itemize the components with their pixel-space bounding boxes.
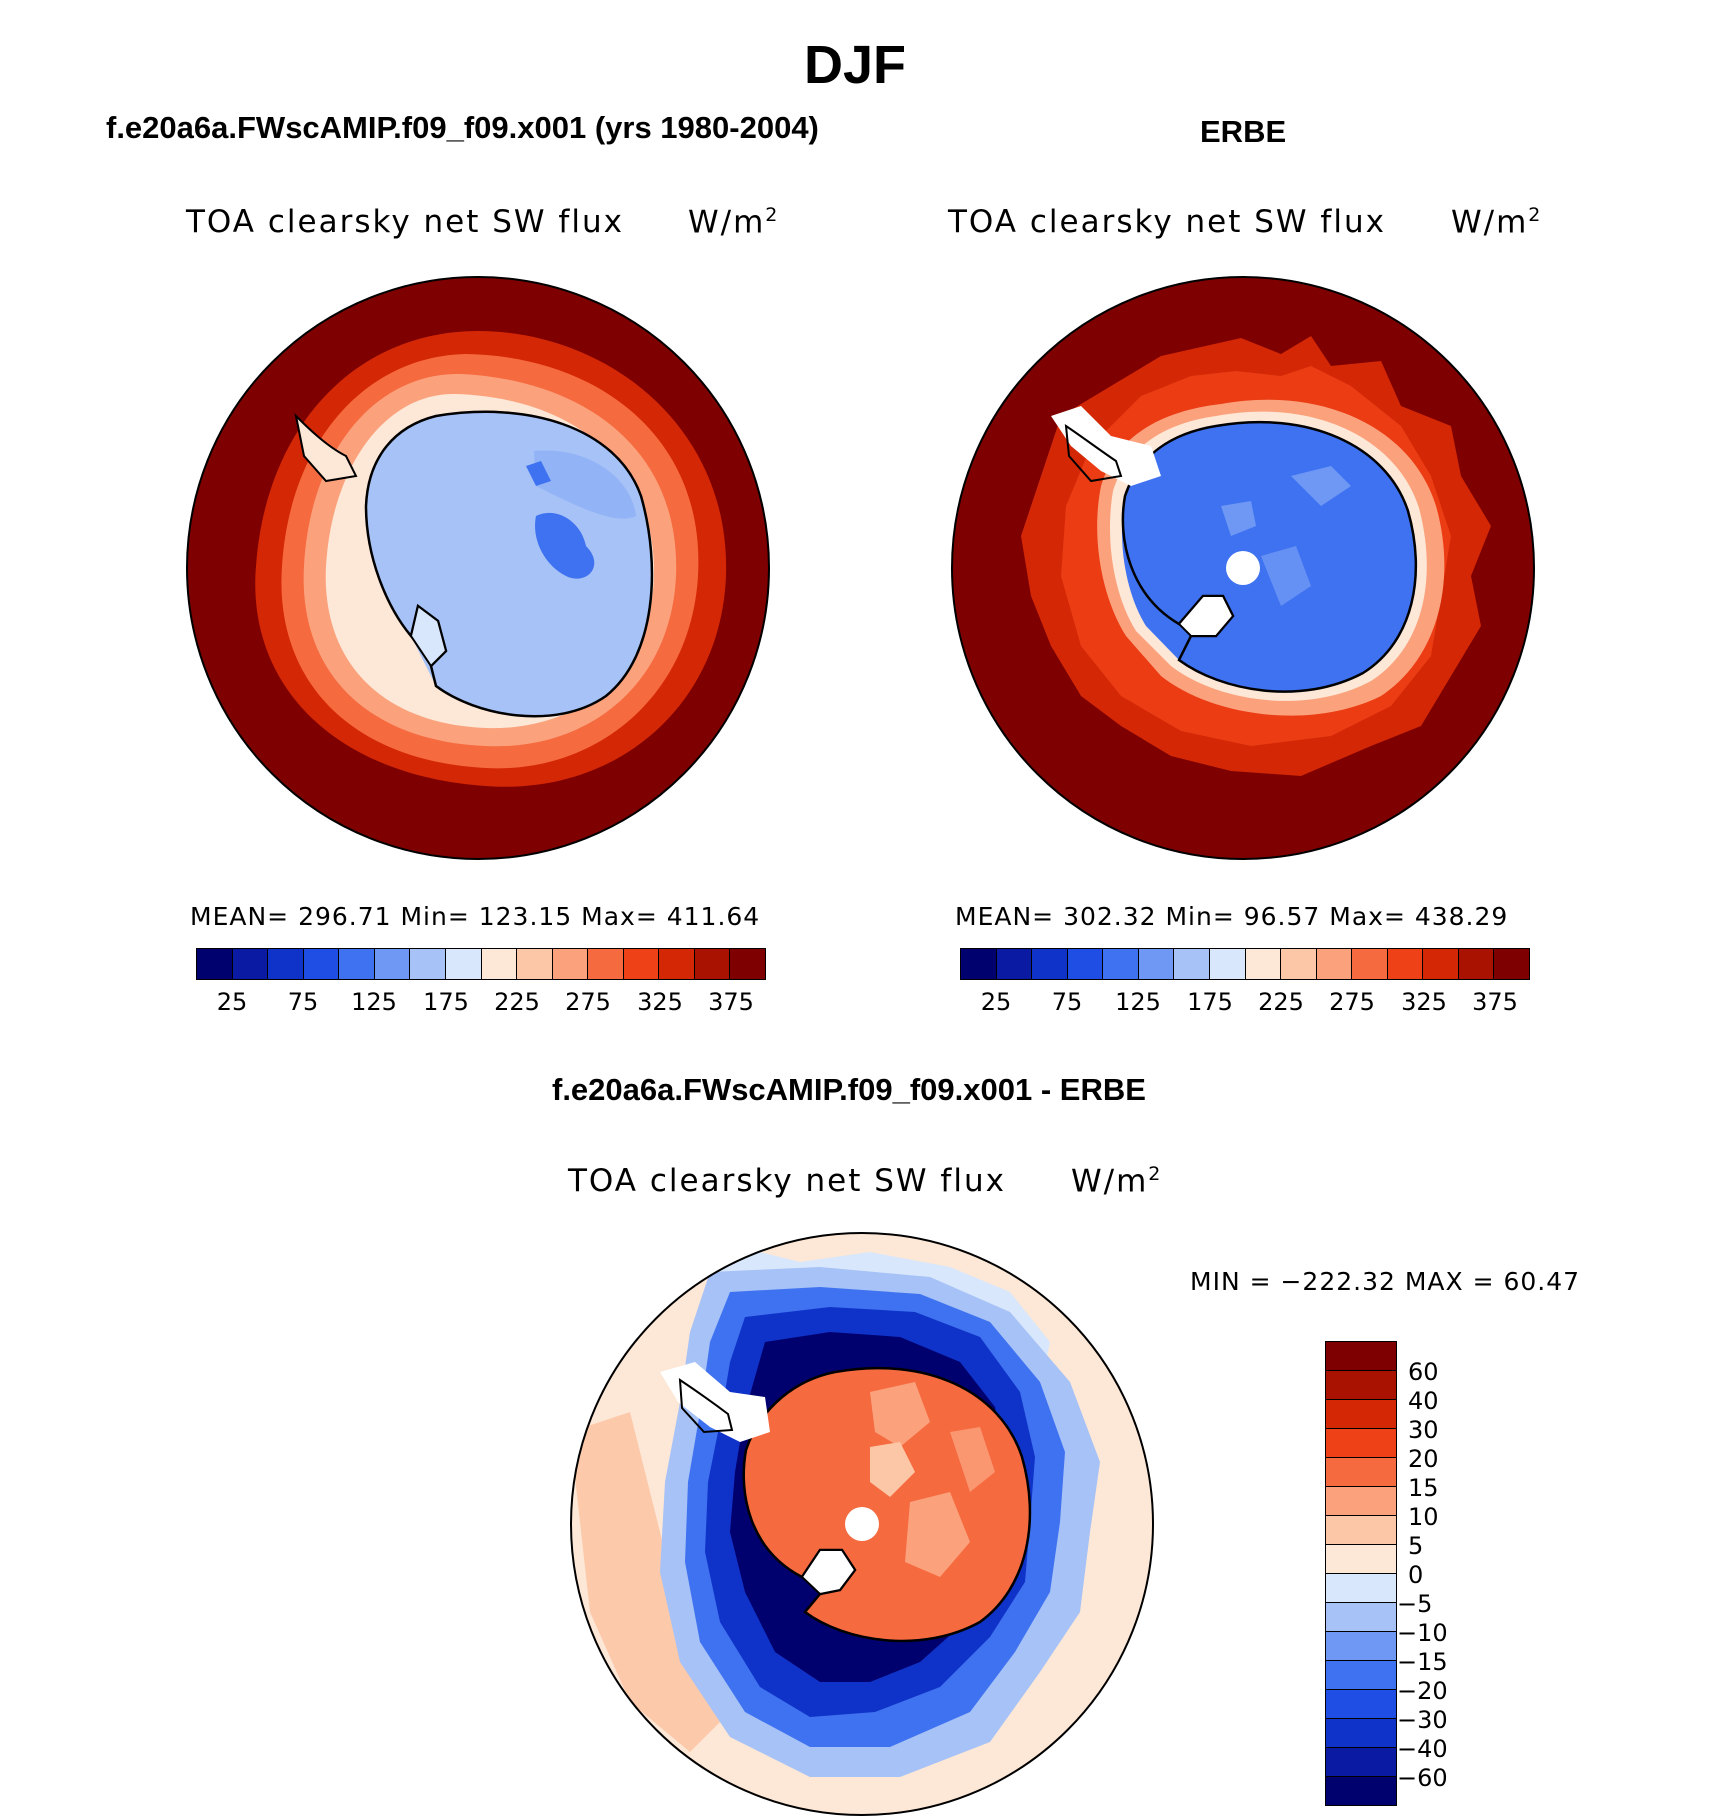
model-units-label: W/m2 [688,204,780,241]
model-colorbar-tick: 125 [351,988,397,1016]
model-colorbar-tick: 275 [565,988,611,1016]
model-polar-map [186,276,770,860]
diff-missing-peninsula [660,1362,770,1442]
obs-stats: MEAN= 302.32 Min= 96.57 Max= 438.29 [955,902,1509,931]
obs-colorbar-tick: 25 [980,988,1012,1016]
diff-polar-map [570,1232,1154,1816]
obs-colorbar-tick: 375 [1472,988,1518,1016]
obs-colorbar-tick: 175 [1187,988,1233,1016]
obs-colorbar-tick: 75 [1051,988,1083,1016]
obs-polar-map [951,276,1535,860]
diff-colorbar-level: −15 [1397,1648,1448,1676]
diff-variable-label: TOA clearsky net SW flux [568,1163,1006,1199]
obs-units-label: W/m2 [1451,204,1543,241]
diff-panel-title: f.e20a6a.FWscAMIP.f09_f09.x001 - ERBE [552,1072,1146,1107]
model-coastline [364,410,654,718]
model-colorbar-tick: 25 [216,988,248,1016]
diff-coastline [742,1366,1032,1643]
diff-pole-hole [845,1507,879,1541]
model-peninsula [294,412,358,483]
diff-colorbar-level: −20 [1397,1677,1448,1705]
model-colorbar-tick: 325 [637,988,683,1016]
diff-colorbar-level: 10 [1408,1503,1439,1531]
obs-coastline [1121,420,1418,693]
obs-missing-peninsula [1051,406,1161,486]
diff-colorbar-level: −40 [1397,1735,1448,1763]
model-colorbar-tick: 75 [287,988,319,1016]
figure-title: DJF [803,35,906,95]
model-stats: MEAN= 296.71 Min= 123.15 Max= 411.64 [190,902,761,931]
obs-colorbar-tick: 325 [1401,988,1447,1016]
obs-colorbar [960,948,1530,980]
diff-colorbar-level: 0 [1408,1561,1424,1589]
diff-colorbar-level: −5 [1397,1590,1433,1618]
model-colorbar-tick: 225 [494,988,540,1016]
diff-colorbar-level: 40 [1408,1387,1439,1415]
diff-colorbar [1325,1341,1397,1806]
diff-units-label: W/m2 [1071,1163,1163,1200]
obs-pole-hole [1226,551,1260,585]
model-colorbar [196,948,766,980]
diff-colorbar-level: −10 [1397,1619,1448,1647]
model-panel-title: f.e20a6a.FWscAMIP.f09_f09.x001 (yrs 1980… [106,110,819,145]
model-plateau-low [535,512,595,579]
model-variable-label: TOA clearsky net SW flux [186,204,624,240]
obs-variable-label: TOA clearsky net SW flux [948,204,1386,240]
diff-colorbar-level: 5 [1408,1532,1424,1560]
model-colorbar-tick: 375 [708,988,754,1016]
obs-panel-title: ERBE [1200,114,1287,149]
diff-colorbar-level: 60 [1408,1358,1439,1386]
diff-colorbar-level: −30 [1397,1706,1448,1734]
obs-colorbar-tick: 275 [1329,988,1375,1016]
obs-colorbar-tick: 225 [1258,988,1304,1016]
diff-colorbar-level: 30 [1408,1416,1439,1444]
diff-stats: MIN = −222.32 MAX = 60.47 [1190,1267,1581,1296]
diff-colorbar-level: −60 [1397,1764,1448,1792]
diff-colorbar-level: 15 [1408,1474,1439,1502]
diff-colorbar-level: 20 [1408,1445,1439,1473]
model-colorbar-tick: 175 [423,988,469,1016]
obs-colorbar-tick: 125 [1115,988,1161,1016]
